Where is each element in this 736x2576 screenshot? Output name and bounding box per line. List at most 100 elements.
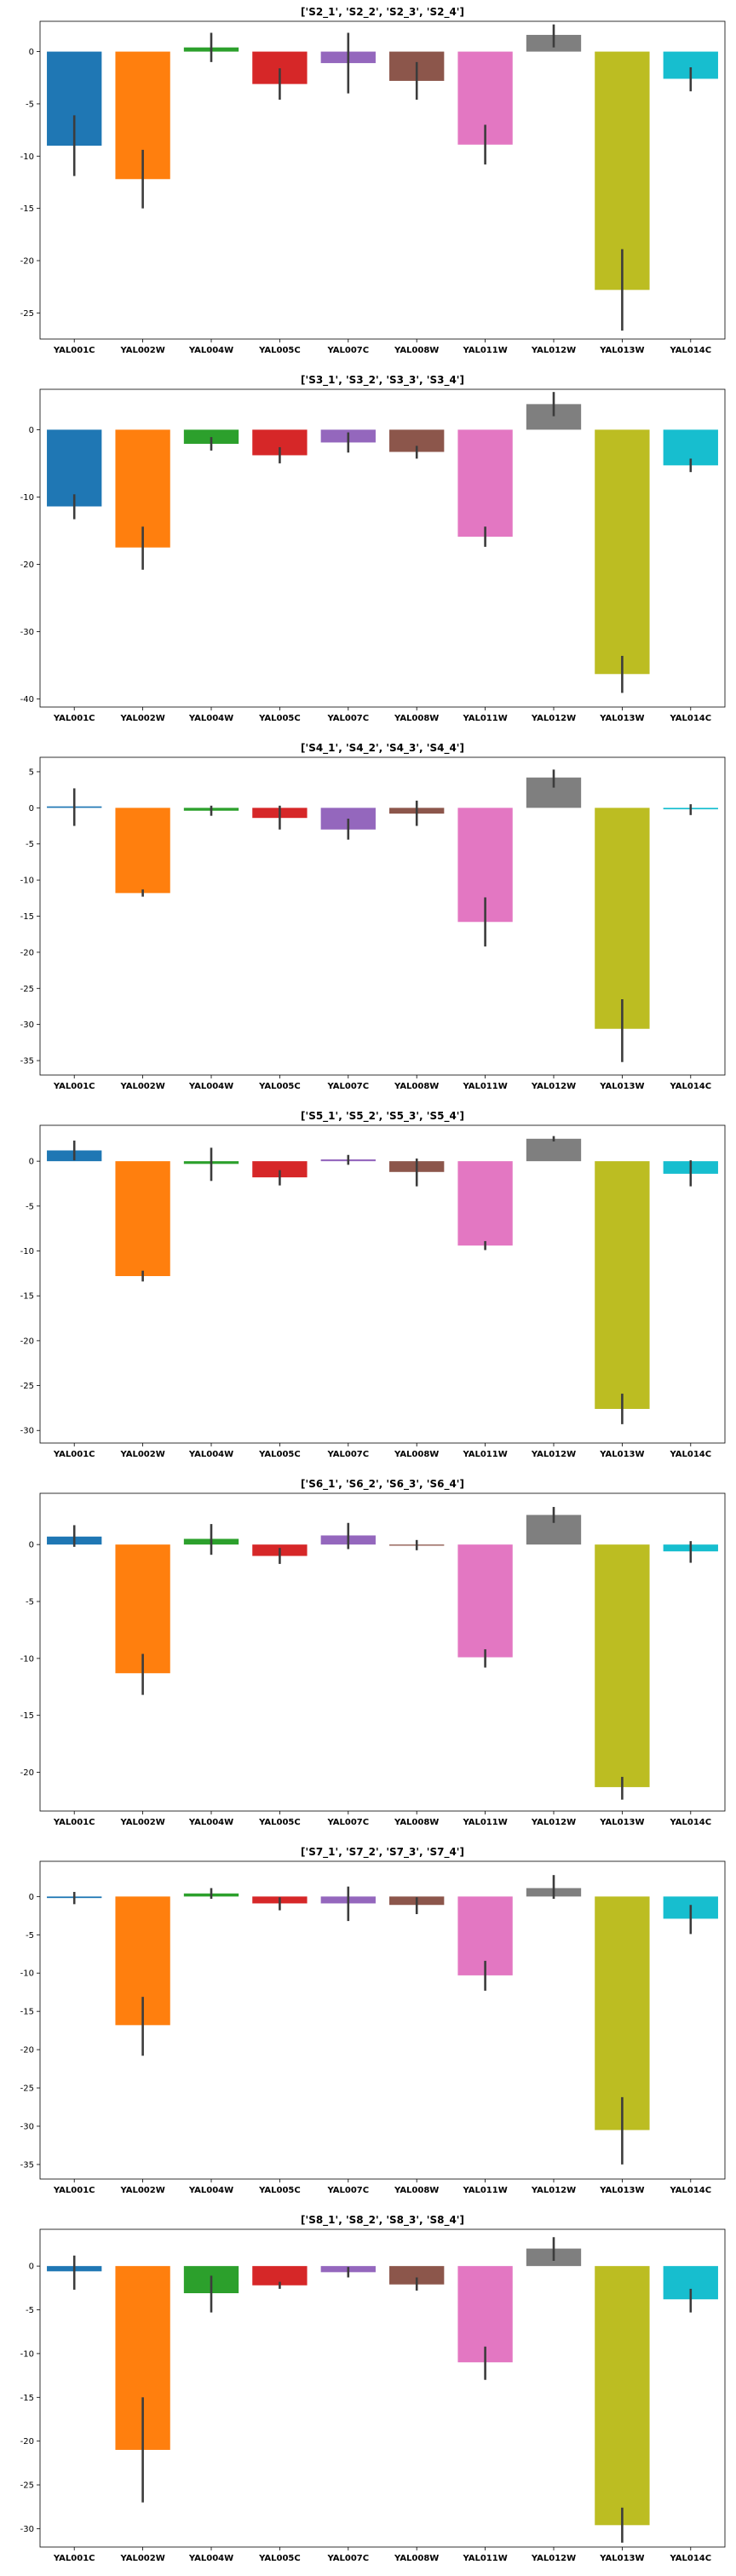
chart-title: ['S2_1', 'S2_2', 'S2_3', 'S2_4']	[301, 6, 464, 19]
x-tick-label: YAL011W	[462, 1450, 507, 1459]
x-tick-label: YAL004W	[188, 1450, 233, 1459]
x-tick-label: YAL007C	[326, 2186, 369, 2195]
x-tick-label: YAL002W	[119, 2554, 164, 2563]
y-tick-label: 0	[29, 1893, 34, 1902]
y-tick-label: -30	[20, 1021, 34, 1030]
y-tick-label: -20	[20, 561, 34, 570]
y-tick-label: -10	[20, 1969, 34, 1979]
bar-yal002w	[115, 808, 170, 894]
x-tick-label: YAL012W	[531, 2186, 576, 2195]
x-tick-label: YAL001C	[53, 346, 95, 355]
y-tick-label: -5	[26, 1598, 34, 1607]
chart-panel: ['S8_1', 'S8_2', 'S8_3', 'S8_4'] 0 -5 -10 -1…	[20, 2214, 726, 2563]
bar-yal012w	[526, 1138, 582, 1162]
y-tick-label: -20	[20, 256, 34, 266]
x-tick-label: YAL002W	[119, 714, 164, 723]
y-tick-label: -15	[20, 912, 34, 922]
x-tick-label: YAL013W	[599, 2186, 644, 2195]
x-tick-label: YAL007C	[326, 1818, 369, 1827]
chart-title: ['S4_1', 'S4_2', 'S4_3', 'S4_4']	[301, 742, 464, 755]
y-tick-label: -25	[20, 2481, 34, 2491]
x-tick-label: YAL005C	[258, 1450, 301, 1459]
y-tick-label: 0	[29, 2263, 34, 2272]
x-tick-label: YAL011W	[462, 1818, 507, 1827]
y-tick-label: -25	[20, 2084, 34, 2094]
x-tick-label: YAL014C	[669, 2186, 711, 2195]
y-tick-label: -25	[20, 309, 34, 319]
y-tick-label: -30	[20, 628, 34, 637]
chart-title: ['S7_1', 'S7_2', 'S7_3', 'S7_4']	[301, 1846, 464, 1859]
x-tick-label: YAL011W	[462, 2554, 507, 2563]
x-tick-label: YAL002W	[119, 1818, 164, 1827]
x-tick-label: YAL008W	[394, 2186, 439, 2195]
x-tick-label: YAL007C	[326, 2554, 369, 2563]
y-tick-label: -15	[20, 1711, 34, 1721]
x-tick-label: YAL005C	[258, 2554, 301, 2563]
bar-yal013w	[595, 429, 650, 675]
chart-title: ['S3_1', 'S3_2', 'S3_3', 'S3_4']	[301, 374, 464, 387]
bar-yal011w	[457, 429, 513, 538]
x-tick-label: YAL001C	[53, 1818, 95, 1827]
x-tick-label: YAL005C	[258, 714, 301, 723]
x-tick-label: YAL008W	[394, 2554, 439, 2563]
x-tick-label: YAL001C	[53, 1450, 95, 1459]
x-tick-label: YAL005C	[258, 1818, 301, 1827]
x-tick-label: YAL014C	[669, 2554, 711, 2563]
y-tick-label: -40	[20, 695, 34, 704]
x-tick-label: YAL004W	[188, 714, 233, 723]
y-tick-label: -10	[20, 2349, 34, 2359]
y-tick-label: 0	[29, 426, 34, 435]
bar-yal013w	[595, 1161, 650, 1409]
y-tick-label: -10	[20, 1247, 34, 1256]
chart-title: ['S6_1', 'S6_2', 'S6_3', 'S6_4']	[301, 1478, 464, 1491]
plot-frame	[39, 2228, 726, 2548]
y-tick-label: -35	[20, 2160, 34, 2170]
y-tick-label: -30	[20, 2525, 34, 2534]
y-tick-label: -10	[20, 152, 34, 162]
x-tick-label: YAL014C	[669, 1818, 711, 1827]
y-tick-label: -20	[20, 1768, 34, 1778]
plot-frame	[39, 1860, 726, 2180]
x-tick-label: YAL013W	[599, 346, 644, 355]
x-tick-label: YAL005C	[258, 1082, 301, 1091]
bar-yal013w	[595, 1544, 650, 1787]
chart-panel: ['S5_1', 'S5_2', 'S5_3', 'S5_4'] 0 -5 -10 -1…	[20, 1110, 726, 1459]
y-tick-label: -10	[20, 493, 34, 503]
y-tick-label: -20	[20, 2046, 34, 2056]
bar-yal008w	[389, 2266, 445, 2285]
x-tick-label: YAL002W	[119, 1450, 164, 1459]
x-tick-label: YAL012W	[531, 1450, 576, 1459]
x-tick-label: YAL013W	[599, 1450, 644, 1459]
x-tick-label: YAL012W	[531, 346, 576, 355]
y-tick-label: 0	[29, 1541, 34, 1550]
x-tick-label: YAL007C	[326, 1082, 369, 1091]
y-tick-label: -25	[20, 985, 34, 994]
y-tick-label: -20	[20, 948, 34, 957]
x-tick-label: YAL008W	[394, 714, 439, 723]
x-tick-label: YAL011W	[462, 1082, 507, 1091]
bar-yal002w	[115, 1544, 170, 1674]
x-tick-label: YAL007C	[326, 714, 369, 723]
bar-yal001c	[47, 429, 102, 507]
y-tick-label: -15	[20, 1292, 34, 1302]
x-tick-label: YAL011W	[462, 714, 507, 723]
y-tick-label: 0	[29, 48, 34, 57]
x-tick-label: YAL011W	[462, 346, 507, 355]
x-tick-label: YAL002W	[119, 2186, 164, 2195]
x-tick-label: YAL004W	[188, 346, 233, 355]
x-tick-label: YAL001C	[53, 714, 95, 723]
y-tick-label: -5	[26, 1931, 34, 1941]
x-tick-label: YAL001C	[53, 2554, 95, 2563]
y-tick-label: -15	[20, 2394, 34, 2403]
y-tick-label: -25	[20, 1382, 34, 1391]
y-tick-label: -5	[26, 2306, 34, 2315]
bar-yal005c	[252, 2266, 308, 2286]
bar-yal011w	[457, 1544, 513, 1658]
y-tick-label: -10	[20, 877, 34, 886]
y-tick-label: -15	[20, 2008, 34, 2017]
x-tick-label: YAL011W	[462, 2186, 507, 2195]
chart-panel: ['S6_1', 'S6_2', 'S6_3', 'S6_4'] 0 -5 -10 -1…	[20, 1478, 726, 1827]
x-tick-label: YAL012W	[531, 1082, 576, 1091]
x-tick-label: YAL013W	[599, 714, 644, 723]
x-tick-label: YAL013W	[599, 1818, 644, 1827]
